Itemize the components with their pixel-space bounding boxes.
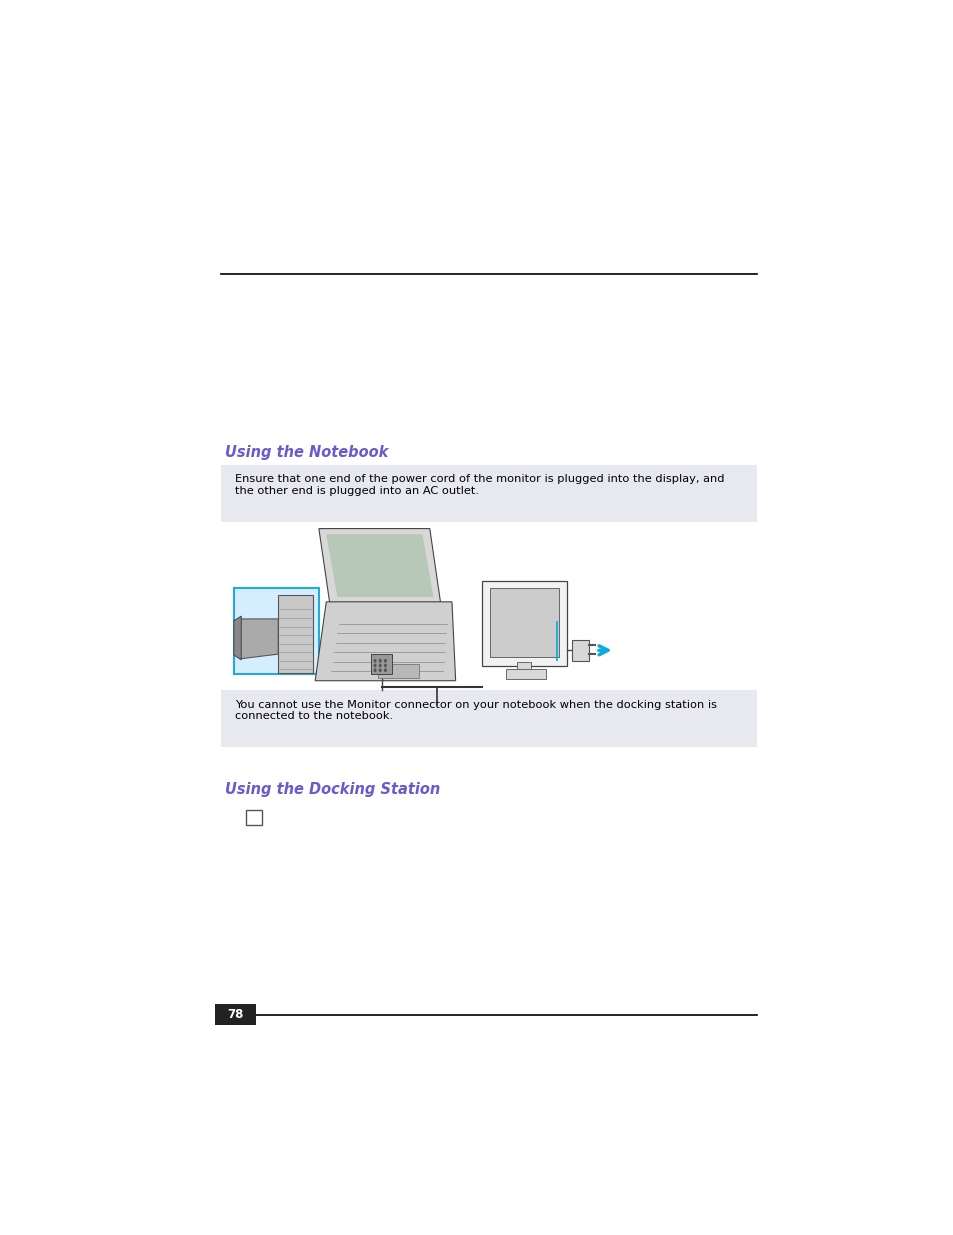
- Text: Using the Notebook: Using the Notebook: [225, 445, 388, 461]
- Polygon shape: [318, 529, 440, 605]
- FancyBboxPatch shape: [233, 589, 318, 674]
- Circle shape: [378, 658, 381, 663]
- Text: Ensure that one end of the power cord of the monitor is plugged into the display: Ensure that one end of the power cord of…: [234, 474, 723, 496]
- Text: Using the Docking Station: Using the Docking Station: [225, 782, 439, 797]
- Circle shape: [378, 668, 381, 672]
- Circle shape: [374, 668, 376, 672]
- Circle shape: [383, 663, 387, 667]
- Circle shape: [378, 663, 381, 667]
- FancyBboxPatch shape: [221, 690, 756, 747]
- Polygon shape: [326, 535, 433, 597]
- FancyBboxPatch shape: [377, 663, 418, 678]
- FancyBboxPatch shape: [334, 603, 433, 613]
- FancyBboxPatch shape: [246, 810, 262, 825]
- FancyBboxPatch shape: [572, 640, 588, 661]
- FancyBboxPatch shape: [481, 580, 566, 667]
- FancyBboxPatch shape: [215, 1004, 255, 1025]
- FancyBboxPatch shape: [221, 464, 756, 522]
- FancyBboxPatch shape: [505, 669, 546, 679]
- Polygon shape: [239, 619, 278, 658]
- Circle shape: [383, 658, 387, 663]
- Polygon shape: [278, 595, 313, 673]
- Text: 78: 78: [227, 1008, 243, 1021]
- FancyBboxPatch shape: [517, 662, 531, 672]
- Text: □ MONITOR: □ MONITOR: [394, 610, 442, 619]
- Circle shape: [383, 668, 387, 672]
- Polygon shape: [371, 655, 392, 674]
- Polygon shape: [314, 601, 456, 680]
- FancyBboxPatch shape: [490, 589, 558, 657]
- Circle shape: [374, 663, 376, 667]
- Circle shape: [374, 658, 376, 663]
- Text: You cannot use the Monitor connector on your notebook when the docking station i: You cannot use the Monitor connector on …: [234, 700, 716, 721]
- Polygon shape: [233, 616, 241, 659]
